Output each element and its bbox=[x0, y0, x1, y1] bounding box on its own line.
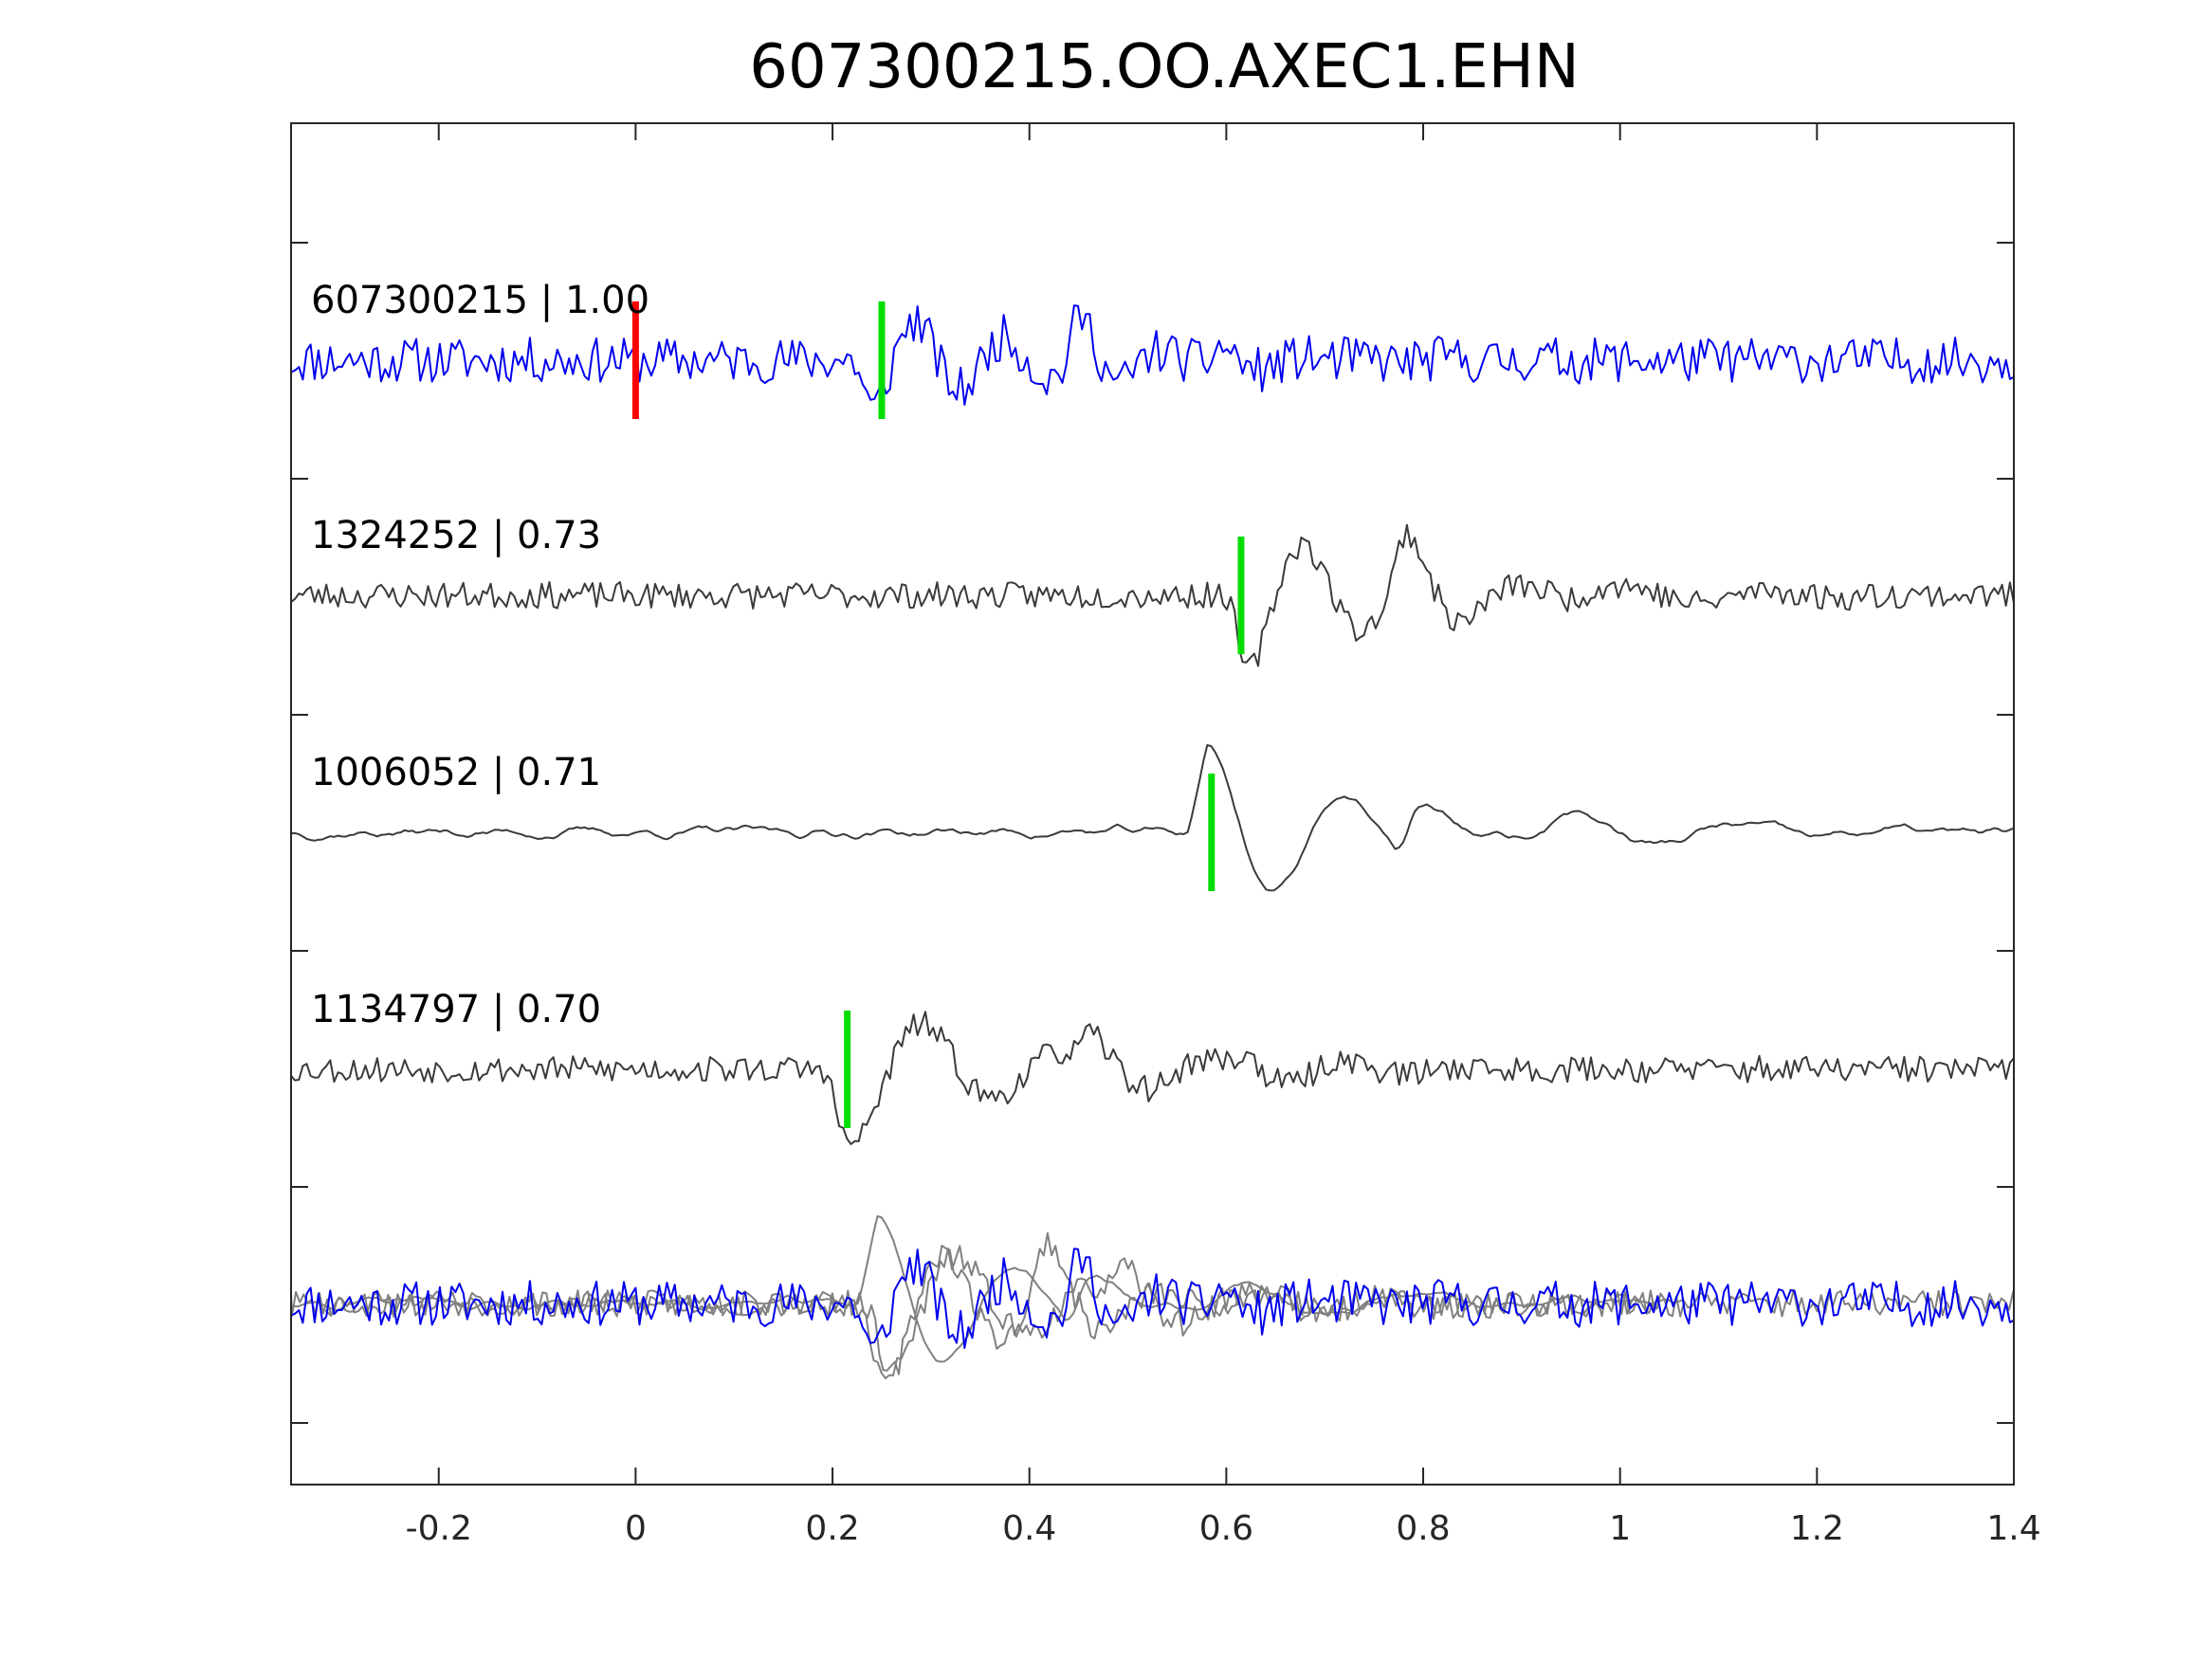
axes-layer: -0.2 0 0.2 0.4 0.6 0.8 1 1.2 1.4 bbox=[290, 122, 2041, 1548]
trace-1324252 bbox=[290, 523, 2015, 667]
trace-label-1324252: 1324252 | 0.73 bbox=[311, 514, 601, 557]
x-tick-label: 0.6 bbox=[1199, 1509, 1253, 1548]
overlay-trace-607300215 bbox=[290, 1248, 2015, 1349]
x-tick-label: 0.8 bbox=[1396, 1509, 1450, 1548]
trace-label-607300215: 607300215 | 1.00 bbox=[311, 279, 649, 322]
trace-1134797 bbox=[290, 1011, 2015, 1145]
pick-markers-layer bbox=[631, 301, 1245, 1128]
x-tick-label: -0.2 bbox=[406, 1509, 472, 1548]
x-tick-label: 1.2 bbox=[1790, 1509, 1844, 1548]
x-tick-label: 1.4 bbox=[1986, 1509, 2040, 1548]
x-tick-label: 1 bbox=[1609, 1509, 1631, 1548]
trace-607300215 bbox=[290, 304, 2015, 406]
trace-1006052 bbox=[290, 744, 2015, 892]
axes-box bbox=[290, 122, 2015, 1486]
x-tick-label: 0.2 bbox=[805, 1509, 859, 1548]
trace-labels-layer: 607300215 | 1.00 1324252 | 0.73 1006052 | … bbox=[311, 279, 649, 1031]
x-tick-label: 0 bbox=[625, 1509, 647, 1548]
overlay-trace-1134797 bbox=[324, 1245, 2015, 1379]
trace-label-1006052: 1006052 | 0.71 bbox=[311, 751, 601, 794]
x-tick-label: 0.4 bbox=[1002, 1509, 1056, 1548]
trace-label-1134797: 1134797 | 0.70 bbox=[311, 988, 601, 1031]
chart-title: 607300215.OO.AXEC1.EHN bbox=[749, 32, 1580, 102]
